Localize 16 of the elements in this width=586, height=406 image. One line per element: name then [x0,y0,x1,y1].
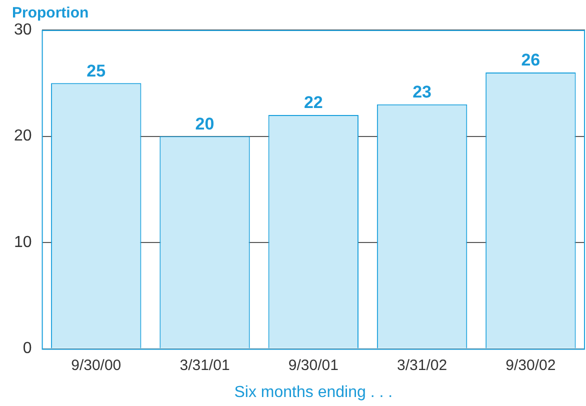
x-tick-label: 3/31/01 [180,356,230,374]
x-tick-label: 3/31/02 [397,356,448,374]
data-label: 22 [304,93,323,112]
data-label: 25 [86,61,106,80]
y-tick-label: 0 [22,340,32,358]
x-axis-title: Six months ending . . . [234,384,393,401]
data-label: 26 [521,50,540,70]
y-tick-label: 10 [14,234,32,251]
data-label: 23 [412,82,432,102]
y-axis-title: Proportion [12,4,89,22]
data-label: 20 [195,114,214,134]
x-tick-label: 9/30/01 [288,356,338,374]
x-tick-label: 9/30/00 [71,356,122,374]
y-tick-label: 30 [14,21,32,38]
x-tick-label: 9/30/02 [506,356,556,374]
y-tick-label: 20 [14,128,32,145]
